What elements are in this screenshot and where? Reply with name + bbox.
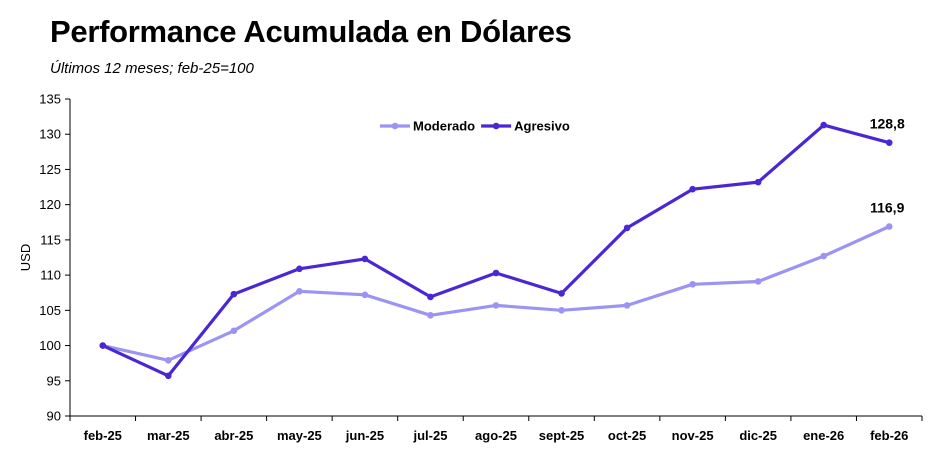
x-tick-label: feb-26 <box>870 428 908 443</box>
data-point-moderado <box>492 302 500 309</box>
data-point-moderado <box>754 278 762 285</box>
data-point-agresivo <box>99 342 107 349</box>
chart-axes: 90 95 100 105 110 115 120 125 130 135 feb-25 mar-25… <box>18 92 923 443</box>
legend-marker-agresivo <box>492 122 500 130</box>
y-tick-label: 105 <box>39 303 61 318</box>
chart-legend: Moderado Agresivo <box>380 119 570 134</box>
x-tick-label: jun-25 <box>345 428 384 443</box>
series-agresivo: 128,8 <box>99 116 905 380</box>
y-tick-label: 110 <box>40 268 61 283</box>
data-label-moderado: 116,9 <box>870 200 904 216</box>
series-line-moderado <box>101 224 891 362</box>
legend-item-moderado: Moderado <box>380 119 475 134</box>
x-tick-label: dic-25 <box>739 428 777 443</box>
x-tick-label: abr-25 <box>214 428 253 443</box>
data-point-agresivo <box>296 265 303 273</box>
legend-marker-moderado <box>391 122 399 130</box>
legend-item-agresivo: Agresivo <box>481 119 570 134</box>
data-point-agresivo <box>820 121 827 129</box>
y-tick-label: 95 <box>47 373 61 388</box>
x-tick-label: jul-25 <box>412 428 447 443</box>
y-tick-label: 135 <box>39 92 61 107</box>
data-point-agresivo <box>230 290 238 298</box>
y-axis-label: USD <box>18 244 33 271</box>
data-point-agresivo <box>427 293 434 301</box>
y-tick-label: 90 <box>47 409 61 424</box>
y-tick-label: 120 <box>39 197 61 212</box>
data-point-agresivo <box>689 185 696 193</box>
data-point-moderado <box>361 291 369 299</box>
chart-title: Performance Acumulada en Dólares <box>50 14 572 49</box>
series-moderado: 116,9 <box>99 200 905 364</box>
x-tick-label: ago-25 <box>475 428 517 443</box>
data-point-agresivo <box>558 290 565 297</box>
y-tick-label: 115 <box>40 232 61 247</box>
legend-label-agresivo: Agresivo <box>514 119 570 134</box>
data-point-moderado <box>558 307 565 314</box>
data-point-agresivo <box>492 269 500 277</box>
data-point-moderado <box>165 357 172 364</box>
data-point-moderado <box>623 302 631 309</box>
x-tick-label: nov-25 <box>672 428 714 443</box>
data-point-agresivo <box>623 224 631 232</box>
data-point-moderado <box>885 223 893 230</box>
y-tick-label: 130 <box>39 127 61 142</box>
data-point-moderado <box>820 252 827 260</box>
legend-label-moderado: Moderado <box>413 119 475 134</box>
data-point-agresivo <box>361 255 369 263</box>
data-label-agresivo: 128,8 <box>870 116 905 132</box>
x-tick-label: sept-25 <box>539 428 585 443</box>
x-tick-label: ene-26 <box>803 428 844 443</box>
data-point-moderado <box>230 327 238 335</box>
data-point-agresivo <box>885 139 893 146</box>
chart-subtitle: Últimos 12 meses; feb-25=100 <box>50 60 254 77</box>
x-tick-label: may-25 <box>277 428 322 443</box>
y-tick-label: 100 <box>39 338 61 353</box>
data-point-agresivo <box>165 372 172 380</box>
data-point-moderado <box>689 280 696 288</box>
x-tick-label: feb-25 <box>84 428 122 443</box>
data-point-agresivo <box>754 178 762 186</box>
y-tick-label: 125 <box>39 162 61 177</box>
data-point-moderado <box>296 288 303 295</box>
chart-series: 116,9 128,8 <box>99 116 905 380</box>
x-tick-label: oct-25 <box>608 428 646 443</box>
x-tick-label: mar-25 <box>147 428 190 443</box>
data-point-moderado <box>427 311 434 319</box>
